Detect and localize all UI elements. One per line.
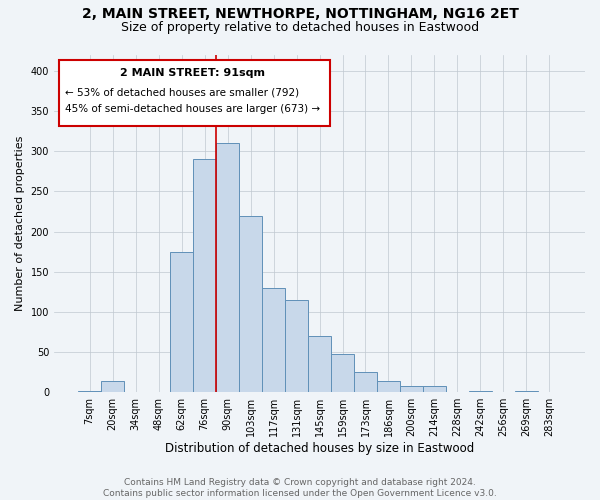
Bar	[469, 390, 492, 392]
Bar	[216, 144, 239, 392]
X-axis label: Distribution of detached houses by size in Eastwood: Distribution of detached houses by size …	[165, 442, 474, 455]
Bar	[262, 288, 285, 392]
Bar	[515, 390, 538, 392]
Bar	[193, 160, 216, 392]
Bar	[354, 372, 377, 392]
Text: 2 MAIN STREET: 91sqm: 2 MAIN STREET: 91sqm	[119, 68, 265, 78]
Bar	[377, 381, 400, 392]
Text: Contains HM Land Registry data © Crown copyright and database right 2024.
Contai: Contains HM Land Registry data © Crown c…	[103, 478, 497, 498]
Text: Size of property relative to detached houses in Eastwood: Size of property relative to detached ho…	[121, 21, 479, 34]
Bar	[400, 386, 423, 392]
Text: 2, MAIN STREET, NEWTHORPE, NOTTINGHAM, NG16 2ET: 2, MAIN STREET, NEWTHORPE, NOTTINGHAM, N…	[82, 8, 518, 22]
Bar	[170, 252, 193, 392]
Y-axis label: Number of detached properties: Number of detached properties	[15, 136, 25, 312]
Text: 45% of semi-detached houses are larger (673) →: 45% of semi-detached houses are larger (…	[65, 104, 320, 114]
Bar	[285, 300, 308, 392]
Bar	[331, 354, 354, 392]
Bar	[308, 336, 331, 392]
Bar	[423, 386, 446, 392]
Bar	[239, 216, 262, 392]
Bar	[101, 381, 124, 392]
Text: ← 53% of detached houses are smaller (792): ← 53% of detached houses are smaller (79…	[65, 87, 299, 97]
Bar	[59, 60, 330, 126]
